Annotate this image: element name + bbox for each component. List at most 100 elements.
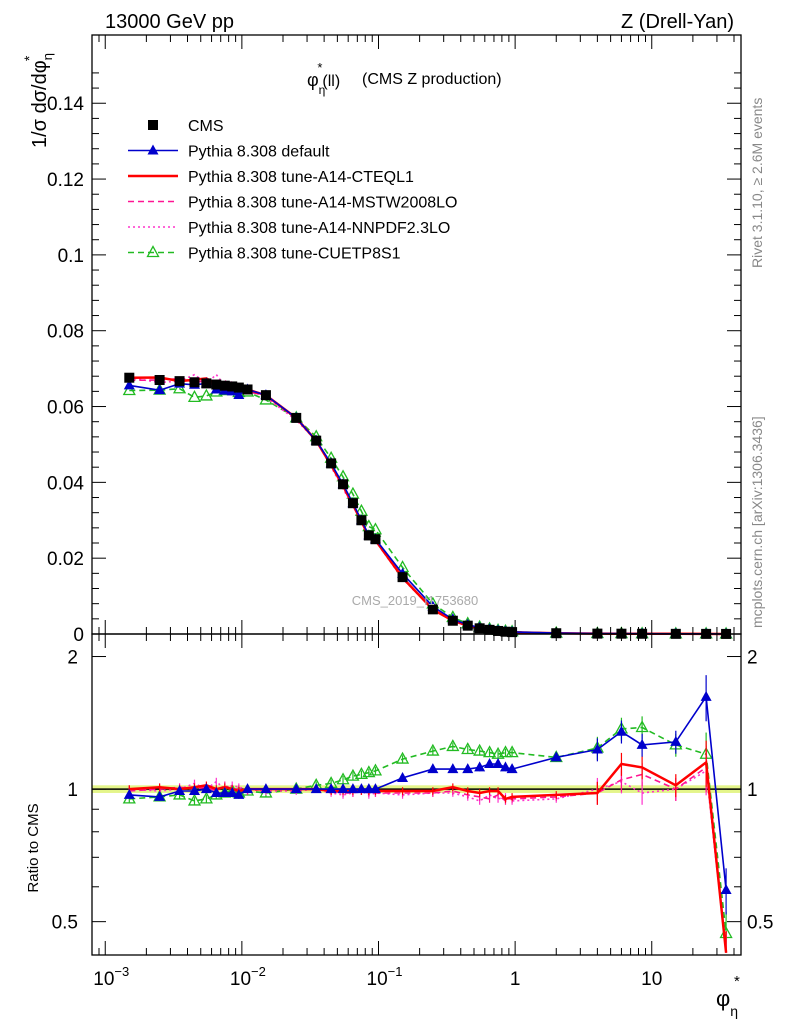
ratio-y-axis-label: Ratio to CMS <box>25 803 42 892</box>
series-5-ratio-point <box>187 793 202 806</box>
cms-data-point <box>219 380 230 391</box>
series-5-ratio-point <box>505 745 519 758</box>
legend-label: Pythia 8.308 tune-A14-NNPDF2.3LO <box>188 220 450 237</box>
ratio-y-tick-label-right: 1 <box>747 780 758 801</box>
cms-data-point <box>260 390 271 401</box>
series-1-ratio-point <box>233 788 245 799</box>
series-1-point <box>154 384 166 395</box>
series-1-ratio-point <box>200 783 212 794</box>
cms-data-point <box>447 615 458 626</box>
series-5-ratio-point <box>446 739 460 752</box>
mcplots-label: mcplots.cern.ch [arXiv:1306.3436] <box>749 416 765 628</box>
ratio-frame <box>91 633 742 956</box>
series-5-point <box>199 388 213 401</box>
legend: CMS Pythia 8.308 default Pythia 8.308 tune… <box>128 118 457 263</box>
cms-data-point <box>484 624 495 635</box>
x-tick-label: 10−3 <box>93 964 129 990</box>
series-1-ratio-point <box>492 758 504 769</box>
series-5-point <box>172 381 187 394</box>
series-1-ratio-point <box>720 884 732 895</box>
x-axis-label: φη * <box>716 973 740 1019</box>
series-5-ratio-point <box>395 751 410 764</box>
y-tick-label: 0.08 <box>47 322 84 343</box>
series-5-point <box>187 390 202 403</box>
series-5-ratio-point <box>635 720 649 733</box>
cms-data-point <box>124 372 135 383</box>
series-1-ratio-point <box>219 786 231 797</box>
series-5-ratio-point <box>461 742 475 755</box>
series-5-ratio-point <box>498 745 513 758</box>
y-tick-label: 0.12 <box>47 170 84 191</box>
series-5-ratio-point <box>426 743 440 756</box>
cms-data-point <box>500 626 511 637</box>
x-tick-label: 10−1 <box>367 964 403 990</box>
header-left: 13000 GeV pp <box>105 11 234 33</box>
series-5-ratio-point <box>354 767 369 780</box>
cms-data-point <box>363 530 374 541</box>
cms-data-point <box>311 435 322 446</box>
series-1-ratio-point <box>226 786 238 797</box>
y-tick-label: 0.06 <box>47 398 84 419</box>
plot-title-symbol: φη*(ll) <box>307 60 340 97</box>
cms-data-point <box>211 379 222 390</box>
series-5-ratio-point <box>482 745 497 758</box>
series-1-ratio-point <box>290 783 302 794</box>
series-1-ratio-point <box>636 738 648 749</box>
ratio-y-tick-label: 2 <box>67 648 78 669</box>
series-5-ratio-line <box>129 726 727 934</box>
ratio-y-tick-label: 1 <box>67 780 78 801</box>
x-tick-label: 10 <box>641 969 662 990</box>
cms-data-point <box>338 479 349 490</box>
cms-data-point <box>370 534 381 545</box>
series-1-ratio-point <box>447 763 459 774</box>
series-1-ratio-point <box>397 771 409 782</box>
series-1-ratio-point <box>506 763 518 774</box>
series-1-ratio-point <box>242 783 254 794</box>
y-tick-label: 0 <box>73 625 84 646</box>
y-axis-label: 1/σ dσ/dφη* <box>21 53 55 148</box>
y-tick-label: 0.02 <box>47 549 84 570</box>
cms-data-point <box>189 377 200 388</box>
cms-data-point <box>474 623 485 634</box>
series-1-ratio-point <box>337 783 349 794</box>
cms-data-point <box>227 381 238 392</box>
cms-data-point <box>347 498 358 509</box>
series-1-ratio-point <box>615 725 627 736</box>
x-tick-label: 10−2 <box>230 964 266 990</box>
cms-data-point <box>201 378 212 389</box>
series-5-ratio-point <box>368 763 383 776</box>
axes: 10−3 10−2 10−1 1 10 0 0.02 0.04 0.06 0.08 0.1 0.12 0… <box>47 34 773 990</box>
rivet-label: Rivet 3.1.10, ≥ 2.6M events <box>749 98 765 268</box>
cms-data-point <box>462 620 473 631</box>
series-1-point <box>233 388 245 399</box>
series-5-ratio-point <box>199 791 213 804</box>
series-1-ratio-point <box>154 790 166 801</box>
series-4-ratio-line <box>129 769 727 953</box>
plot-title: φη*(ll) (CMS Z production) <box>307 60 502 97</box>
series-1-ratio-point <box>670 735 682 746</box>
cms-data-point <box>242 384 253 395</box>
y-tick-label: 0.04 <box>47 473 84 494</box>
series-5-point <box>122 383 136 396</box>
series-1-ratio-point <box>347 783 359 794</box>
svg-text:φη: φη <box>716 986 738 1019</box>
series-1-ratio-point <box>260 783 272 794</box>
series-1-ratio-point <box>427 763 439 774</box>
cms-data-point <box>291 412 302 423</box>
series-1-ratio-point <box>355 783 367 794</box>
cms-data-point <box>326 458 337 469</box>
legend-label: Pythia 8.308 tune-CUETP8S1 <box>188 246 401 263</box>
x-tick-label: 1 <box>510 969 521 990</box>
svg-text:*: * <box>734 973 740 990</box>
series-5-ratio-point <box>473 743 487 756</box>
plot-title-text: (CMS Z production) <box>362 71 502 88</box>
series-1-ratio-point <box>174 785 186 796</box>
legend-label: Pythia 8.308 tune-A14-CTEQL1 <box>188 169 414 186</box>
series-1-ratio-point <box>310 783 322 794</box>
series-1-ratio-point <box>325 783 337 794</box>
legend-label: CMS <box>188 118 224 135</box>
series-1-point <box>123 379 135 390</box>
legend-label: Pythia 8.308 default <box>188 144 330 161</box>
cms-data-point <box>174 376 185 387</box>
